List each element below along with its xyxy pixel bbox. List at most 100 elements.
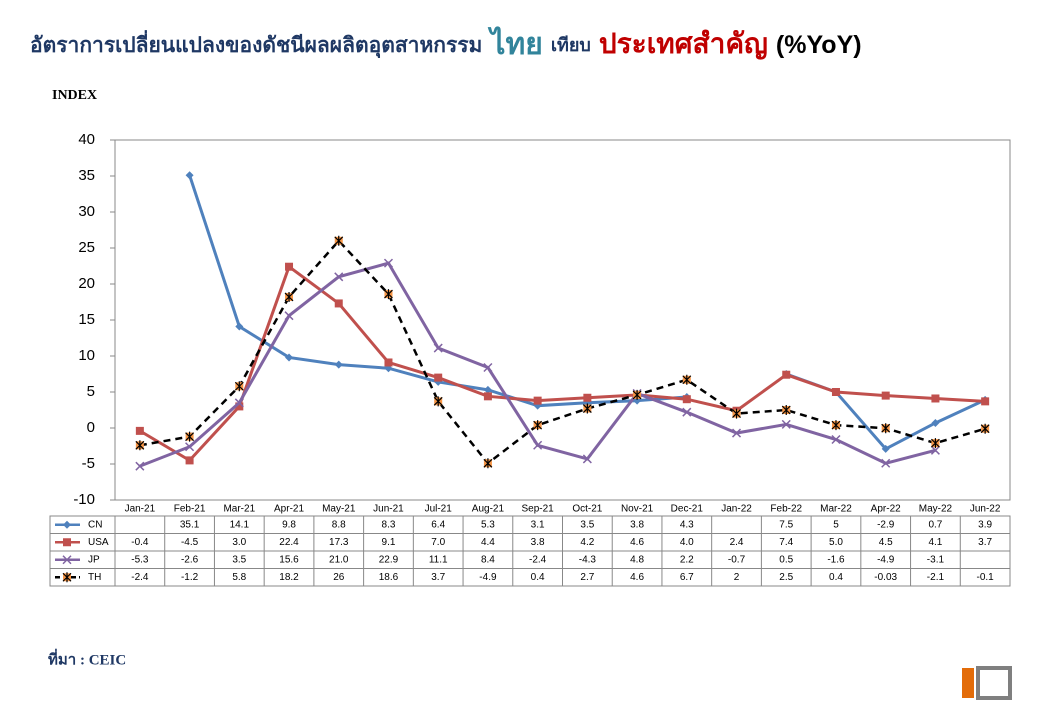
table-cell: 4.0	[680, 537, 694, 548]
chart-title: อัตราการเปลี่ยนแปลงของดัชนีผลผลิตอุตสาหก…	[30, 26, 862, 61]
point	[185, 456, 194, 465]
table-cell: 18.6	[379, 572, 399, 583]
x-tick-label: Sep-21	[522, 504, 555, 515]
point	[384, 289, 393, 300]
table-cell: 4.5	[879, 537, 893, 548]
point	[782, 370, 791, 379]
table-cell: 4.8	[630, 554, 644, 565]
point	[483, 362, 493, 373]
table-cell: 0.4	[531, 572, 545, 583]
table-cell: 4.6	[630, 537, 644, 548]
point	[235, 402, 244, 411]
point	[881, 391, 890, 400]
table-cell: 15.6	[279, 554, 299, 565]
table-cell: 3.9	[978, 519, 992, 530]
point	[434, 373, 443, 382]
table-cell: -2.6	[181, 554, 199, 565]
y-tick-label: 5	[87, 383, 95, 400]
table-cell: -1.2	[181, 572, 199, 583]
table-cell: 0.5	[779, 554, 793, 565]
legend-label: JP	[88, 554, 100, 565]
x-tick-label: Jan-22	[721, 504, 752, 515]
point	[781, 405, 791, 415]
title-part: ประเทศสำคัญ	[599, 28, 768, 60]
table-cell: 3.1	[531, 519, 545, 530]
table-cell: -4.5	[181, 537, 199, 548]
table-cell: 3.5	[232, 554, 246, 565]
table-cell: 5	[833, 519, 839, 530]
y-tick-label: 0	[87, 419, 95, 436]
table-cell: -0.4	[131, 537, 149, 548]
legend-marker	[63, 538, 71, 547]
x-tick-label: Jan-21	[125, 504, 156, 515]
y-tick-label: 35	[78, 167, 95, 184]
table-cell: 22.9	[379, 554, 399, 565]
table-cell: 2.5	[779, 572, 793, 583]
x-tick-label: Mar-21	[223, 504, 255, 515]
table-cell: -4.9	[479, 572, 497, 583]
legend-label: CN	[88, 519, 102, 530]
series-line	[139, 264, 986, 463]
table-cell: 2.7	[580, 572, 594, 583]
table-cell: 4.4	[481, 537, 495, 548]
point	[781, 419, 791, 429]
table-cell: -2.1	[927, 572, 945, 583]
point	[632, 389, 642, 400]
point	[980, 423, 990, 434]
point-cross	[781, 405, 791, 415]
point	[930, 445, 940, 455]
table-cell: -0.1	[977, 572, 995, 583]
point	[334, 235, 344, 246]
point-cross	[831, 420, 841, 431]
point	[881, 458, 891, 468]
point	[533, 440, 543, 450]
title-part: ไทย	[487, 26, 542, 61]
table-cell: 6.7	[680, 572, 694, 583]
point	[334, 360, 343, 369]
point-cross	[483, 458, 493, 469]
x-tick-label: Oct-21	[572, 504, 602, 515]
table-cell: 3.7	[431, 572, 445, 583]
x-tick-label: May-21	[322, 504, 356, 515]
point	[931, 418, 940, 427]
point	[334, 299, 343, 308]
table-cell: 22.4	[279, 537, 299, 548]
point	[582, 403, 592, 414]
point	[135, 461, 145, 471]
point	[135, 426, 144, 435]
table-cell: 7.0	[431, 537, 445, 548]
point	[334, 272, 344, 282]
source: ที่มา : CEIC	[48, 648, 126, 668]
point	[284, 291, 294, 302]
table-cell: -2.4	[529, 554, 547, 565]
table-cell: 3.0	[232, 537, 246, 548]
table-cell: 9.1	[382, 537, 396, 548]
title-part: เทียบ	[551, 35, 591, 55]
table-cell: 8.3	[382, 519, 396, 530]
table-cell: 3.5	[580, 519, 594, 530]
point	[881, 444, 890, 453]
point	[831, 420, 841, 431]
table-cell: 35.1	[180, 519, 200, 530]
point	[383, 258, 394, 268]
table-cell: 8.8	[332, 519, 346, 530]
y-tick-label: 10	[78, 347, 95, 364]
table-cell: 5.0	[829, 537, 843, 548]
title-part: อัตราการเปลี่ยนแปลงของดัชนีผลผลิตอุตสาหก…	[30, 29, 482, 59]
point-cross	[284, 291, 294, 302]
point	[881, 423, 891, 434]
table-cell: -0.03	[874, 572, 897, 583]
point-cross	[732, 408, 741, 419]
table-cell: 9.8	[282, 519, 296, 530]
point	[732, 408, 741, 419]
point	[483, 385, 492, 394]
point	[433, 396, 443, 407]
table-cell: -4.3	[579, 554, 597, 565]
point-cross	[533, 420, 543, 431]
table-cell: 0.7	[928, 519, 942, 530]
point	[234, 381, 244, 392]
point	[185, 171, 194, 180]
table-cell: -4.9	[877, 554, 895, 565]
table-cell: 7.4	[779, 537, 793, 548]
table-cell: 4.3	[680, 519, 694, 530]
